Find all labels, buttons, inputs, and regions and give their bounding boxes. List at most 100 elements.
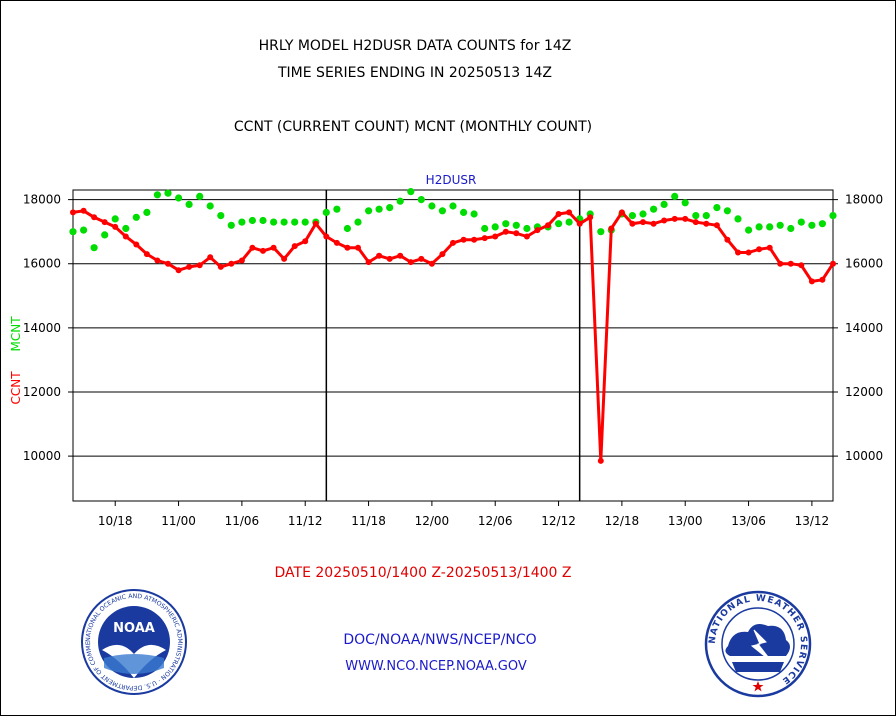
data-point-ccnt <box>291 243 298 250</box>
data-point-ccnt <box>101 219 108 226</box>
data-point-ccnt <box>523 233 530 240</box>
data-point-mcnt <box>291 218 299 226</box>
data-point-mcnt <box>481 224 489 233</box>
data-point-mcnt <box>333 205 341 213</box>
noaa-logo: NATIONAL OCEANIC AND ATMOSPHERIC ADMINIS… <box>80 588 187 695</box>
data-point-mcnt <box>502 220 510 228</box>
data-point-ccnt <box>787 260 794 267</box>
y-tick-label: 14000 <box>23 321 61 335</box>
data-point-mcnt <box>555 220 563 228</box>
data-point-ccnt <box>270 244 277 251</box>
data-point-ccnt <box>143 251 150 258</box>
noaa-logo-text: NOAA <box>113 621 155 636</box>
data-point-ccnt <box>640 219 646 226</box>
nws-logo: NATIONAL WEATHER SERVICE <box>704 590 812 698</box>
data-point-mcnt <box>702 212 710 220</box>
data-point-ccnt <box>323 233 330 240</box>
organization-label: DOC/NOAA/NWS/NCEP/NCO <box>343 632 537 648</box>
data-point-ccnt <box>756 246 763 253</box>
data-point-ccnt <box>745 249 752 256</box>
data-point-ccnt <box>355 244 361 251</box>
series-mcnt <box>69 188 837 252</box>
data-point-mcnt <box>301 218 309 226</box>
x-tick-label: 10/18 <box>98 514 133 528</box>
day-boundaries <box>325 190 581 501</box>
data-point-mcnt <box>217 212 225 220</box>
x-tick-label: 12/06 <box>478 514 513 528</box>
data-point-ccnt <box>439 251 446 258</box>
data-point-ccnt <box>481 235 488 242</box>
data-point-mcnt <box>460 208 468 216</box>
data-point-mcnt <box>470 210 478 218</box>
data-point-ccnt <box>735 249 741 256</box>
data-point-ccnt <box>798 262 805 269</box>
chart-header-line1: HRLY MODEL H2DUSR DATA COUNTS for 14Z <box>258 38 572 54</box>
data-point-mcnt <box>101 231 109 239</box>
data-point-ccnt <box>122 233 129 240</box>
data-point-ccnt <box>344 244 351 251</box>
data-point-ccnt <box>386 255 393 262</box>
plot-area <box>72 189 834 502</box>
grid-lines <box>73 199 833 457</box>
data-point-ccnt <box>70 209 76 216</box>
x-tick-label: 12/00 <box>415 514 450 528</box>
chart-title: H2DUSR <box>426 173 477 187</box>
data-point-ccnt <box>238 257 245 264</box>
data-point-mcnt <box>365 207 373 215</box>
data-point-ccnt <box>629 220 636 227</box>
data-point-ccnt <box>460 236 467 243</box>
data-point-ccnt <box>249 244 256 251</box>
data-point-ccnt <box>534 227 541 234</box>
data-point-ccnt <box>671 215 678 222</box>
data-point-mcnt <box>628 212 637 220</box>
data-point-ccnt <box>555 211 562 217</box>
x-tick-label: 11/12 <box>288 514 323 528</box>
data-point-ccnt <box>618 209 625 216</box>
y-label-ccnt: CCNT <box>9 371 23 405</box>
data-point-mcnt <box>132 213 140 221</box>
data-point-mcnt <box>143 208 151 216</box>
data-point-mcnt <box>808 221 816 229</box>
data-point-mcnt <box>196 192 204 200</box>
data-point-ccnt <box>713 222 720 229</box>
data-point-ccnt <box>608 225 615 232</box>
data-point-ccnt <box>217 263 224 270</box>
data-point-ccnt <box>154 257 161 264</box>
data-point-mcnt <box>69 228 77 236</box>
data-point-ccnt <box>703 220 710 227</box>
data-point-ccnt <box>471 236 478 243</box>
y-tick-label: 18000 <box>845 193 883 207</box>
data-point-ccnt <box>302 238 309 245</box>
data-point-ccnt <box>333 239 340 246</box>
data-point-ccnt <box>376 252 383 259</box>
data-point-ccnt <box>91 214 98 221</box>
data-point-mcnt <box>829 212 837 220</box>
data-point-mcnt <box>428 202 436 210</box>
y-axis-left: 10000 12000 14000 16000 18000 <box>23 193 73 463</box>
data-series <box>69 188 837 464</box>
data-point-ccnt <box>766 244 773 251</box>
data-point-mcnt <box>322 208 330 216</box>
data-point-mcnt <box>755 223 763 231</box>
data-point-mcnt <box>280 218 288 226</box>
data-point-ccnt <box>450 239 456 246</box>
y-label-mcnt: MCNT <box>9 316 23 352</box>
data-point-ccnt <box>661 217 668 224</box>
data-point-ccnt <box>724 236 731 243</box>
series-line-ccnt <box>72 209 835 463</box>
y-tick-label: 18000 <box>23 193 61 207</box>
data-point-ccnt <box>650 220 657 227</box>
data-point-ccnt <box>513 230 520 237</box>
data-point-mcnt <box>417 196 425 204</box>
data-point-ccnt <box>692 219 699 226</box>
data-point-mcnt <box>185 200 193 208</box>
data-point-ccnt <box>228 260 235 267</box>
data-point-ccnt <box>112 223 119 230</box>
data-point-mcnt <box>565 218 573 226</box>
data-point-mcnt <box>681 199 689 207</box>
x-tick-label: 12/12 <box>541 514 576 528</box>
data-point-ccnt <box>576 220 583 227</box>
data-point-ccnt <box>196 262 203 269</box>
data-point-ccnt <box>682 215 689 222</box>
y-tick-label: 10000 <box>23 449 61 463</box>
